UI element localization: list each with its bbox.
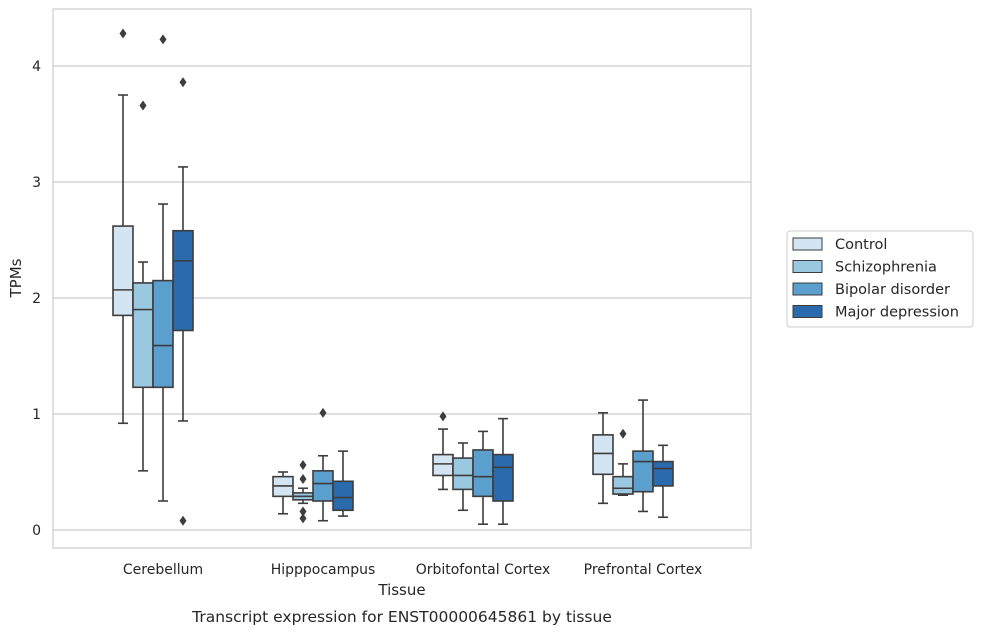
legend-swatch xyxy=(792,282,823,296)
box-body xyxy=(652,460,674,487)
box-body xyxy=(492,453,514,502)
box-body xyxy=(172,229,194,332)
outlier-point xyxy=(159,34,167,45)
box-body xyxy=(132,282,154,389)
box xyxy=(152,34,174,502)
box xyxy=(172,77,194,526)
y-tick-label: 2 xyxy=(32,291,41,307)
y-tick-label: 0 xyxy=(32,523,41,539)
box-body xyxy=(452,457,474,491)
x-axis-label: Tissue xyxy=(377,581,425,599)
box xyxy=(112,28,134,425)
outlier-point xyxy=(619,428,627,439)
x-tick-labels: Cerebellum Hipppocampus Orbitofontal Corte… xyxy=(123,562,702,578)
outlier-point xyxy=(119,28,127,39)
y-tick-labels: 0 1 2 3 4 xyxy=(32,59,41,539)
series-schizophrenia xyxy=(132,100,634,524)
series-bipolar-disorder xyxy=(152,34,654,526)
outlier-point xyxy=(299,473,307,484)
box xyxy=(272,471,294,515)
outlier-point xyxy=(299,506,307,517)
outlier-point xyxy=(299,460,307,471)
outlier-point xyxy=(179,77,187,88)
box xyxy=(312,407,334,522)
outlier-point xyxy=(319,407,327,418)
legend-label: Bipolar disorder xyxy=(835,282,950,298)
chart-caption: Transcript expression for ENST0000064586… xyxy=(191,608,612,626)
box-body xyxy=(592,434,614,476)
legend-label: Schizophrenia xyxy=(835,260,937,276)
series-major-depression xyxy=(172,77,674,526)
x-tick-label: Prefrontal Cortex xyxy=(584,562,703,578)
box-series xyxy=(112,28,674,526)
outlier-point xyxy=(439,411,447,422)
box-body xyxy=(432,453,454,477)
y-axis-label: TPMs xyxy=(7,258,25,298)
x-tick-label: Hipppocampus xyxy=(271,562,376,578)
box xyxy=(652,444,674,519)
x-tick-label: Cerebellum xyxy=(123,562,203,578)
legend: Control Schizophrenia Bipolar disorder Majo… xyxy=(786,230,974,328)
box-body xyxy=(332,480,354,512)
box-body xyxy=(632,450,654,493)
box-body xyxy=(472,449,494,498)
y-tick-label: 1 xyxy=(32,407,41,423)
series-control xyxy=(112,28,614,515)
legend-frame xyxy=(786,230,974,328)
box-body xyxy=(312,470,334,502)
legend-label: Major depression xyxy=(835,305,959,321)
box-body xyxy=(112,225,134,317)
legend-swatch xyxy=(792,305,823,318)
outlier-point xyxy=(179,515,187,526)
box xyxy=(632,399,654,513)
box xyxy=(592,412,614,505)
box-body xyxy=(612,475,634,495)
x-tick-label: Orbitofontal Cortex xyxy=(416,562,551,578)
legend-label: Control xyxy=(835,237,887,253)
box xyxy=(492,417,514,526)
box xyxy=(332,450,354,517)
y-tick-label: 3 xyxy=(32,175,41,191)
box-body xyxy=(152,279,174,389)
legend-swatch xyxy=(792,260,823,273)
box xyxy=(292,460,314,524)
box xyxy=(432,411,454,491)
box xyxy=(132,100,154,472)
legend-swatch xyxy=(792,237,823,251)
y-tick-label: 4 xyxy=(32,59,41,75)
outlier-point xyxy=(139,100,147,111)
outlier-point xyxy=(299,513,307,524)
